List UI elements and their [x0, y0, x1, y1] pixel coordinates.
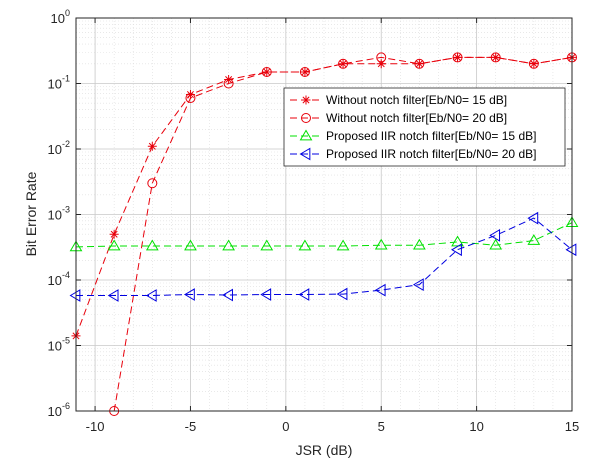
data-point: [336, 239, 350, 251]
legend-label: Without notch filter[Eb/N0= 15 dB]: [326, 93, 507, 107]
data-point: [527, 234, 541, 245]
data-point: [374, 238, 388, 250]
data-point: [451, 243, 462, 257]
data-point: [414, 59, 424, 69]
data-point: [413, 238, 426, 250]
data-point: [299, 147, 311, 161]
data-point: [147, 141, 157, 151]
data-point: [299, 66, 310, 77]
data-point: [376, 59, 386, 69]
data-point: [183, 288, 195, 301]
data-point: [527, 211, 539, 225]
data-point: [489, 229, 501, 242]
data-point: [107, 289, 119, 302]
data-point: [224, 75, 234, 85]
data-point: [107, 239, 121, 251]
data-point: [147, 178, 158, 189]
legend-label: Proposed IIR notch filter[Eb/N0= 15 dB]: [326, 129, 536, 143]
data-point: [491, 52, 501, 62]
data-point: [260, 239, 274, 251]
data-point: [374, 283, 386, 297]
y-tick-label: 10-1: [48, 74, 70, 92]
data-point: [223, 78, 234, 89]
x-tick-label: 10: [469, 419, 483, 434]
data-point: [109, 229, 119, 239]
x-tick-label: -5: [185, 419, 197, 434]
legend: Without notch filter[Eb/N0= 15 dB] Withou…: [283, 87, 566, 167]
data-point: [376, 52, 387, 63]
data-point: [299, 129, 313, 141]
data-point: [145, 239, 159, 251]
data-point: [338, 59, 348, 69]
data-point: [262, 67, 272, 77]
series-4: [69, 211, 577, 302]
data-point: [222, 288, 233, 302]
data-point: [298, 239, 312, 251]
data-point: [489, 238, 503, 250]
legend-item: Without notch filter[Eb/N0= 20 dB]: [290, 111, 507, 125]
series-line: [113, 56, 573, 412]
data-point: [565, 243, 577, 257]
x-axis-label: JSR (dB): [296, 442, 353, 458]
data-point: [301, 113, 311, 123]
legend-box: [283, 87, 566, 167]
series-line: [76, 217, 573, 296]
data-point: [185, 89, 195, 99]
data-point: [185, 93, 196, 104]
data-point: [452, 52, 463, 63]
legend-item: Proposed IIR notch filter[Eb/N0= 20 dB]: [290, 147, 536, 161]
y-tick-label: 10-2: [48, 139, 70, 157]
data-point: [412, 278, 424, 291]
y-tick-label: 10-5: [48, 336, 70, 354]
data-point: [69, 289, 81, 302]
data-point: [145, 289, 157, 302]
series-line: [75, 222, 573, 248]
legend-item: Proposed IIR notch filter[Eb/N0= 15 dB]: [290, 129, 536, 143]
data-point: [222, 239, 235, 251]
ticks-layer: -10 -5 0 5 10 15 10-6 10-5 10-4 10-3 10-2 10-1 100: [48, 8, 580, 434]
legend-label: Proposed IIR notch filter[Eb/N0= 20 dB]: [326, 147, 536, 161]
y-tick-label: 10-4: [48, 270, 70, 288]
data-point: [414, 58, 425, 69]
y-tick-label: 100: [51, 8, 70, 26]
data-point: [338, 58, 349, 69]
data-point: [260, 288, 272, 301]
data-point: [336, 287, 348, 301]
data-point: [301, 95, 311, 105]
x-tick-label: -10: [86, 419, 105, 434]
x-tick-label: 0: [282, 419, 289, 434]
x-tick-label: 5: [378, 419, 385, 434]
data-point: [490, 52, 501, 63]
data-point: [528, 58, 539, 69]
legend-label: Without notch filter[Eb/N0= 20 dB]: [326, 111, 507, 125]
legend-item: Without notch filter[Eb/N0= 15 dB]: [290, 93, 507, 107]
data-point: [184, 239, 197, 251]
data-point: [298, 288, 310, 301]
y-tick-label: 10-6: [48, 401, 70, 419]
x-tick-label: 15: [565, 419, 579, 434]
y-tick-label: 10-3: [48, 205, 70, 223]
data-point: [451, 235, 464, 247]
data-point: [261, 66, 272, 77]
y-axis-label: Bit Error Rate: [23, 171, 39, 256]
